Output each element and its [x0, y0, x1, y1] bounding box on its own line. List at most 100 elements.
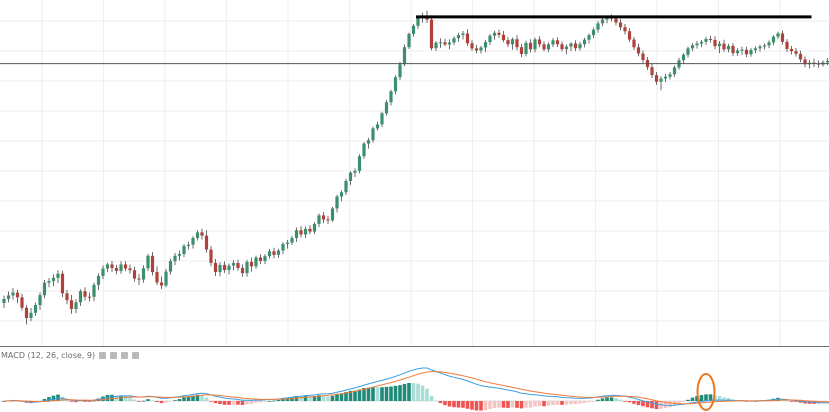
candle	[218, 262, 222, 277]
macd-histogram-bar	[375, 387, 380, 401]
candle	[438, 38, 443, 48]
macd-histogram-bar	[366, 387, 371, 401]
macd-histogram-bar	[213, 401, 218, 404]
macd-histogram-bar	[326, 396, 330, 401]
candle-body	[600, 19, 605, 24]
candle-body	[614, 18, 618, 23]
macd-histogram-bar	[483, 401, 488, 411]
candle	[303, 226, 308, 239]
candle	[362, 142, 366, 159]
macd-histogram-bar	[308, 396, 312, 401]
candle-body	[767, 42, 771, 46]
candle	[717, 40, 722, 54]
macd-histogram-bar	[263, 401, 267, 402]
candle	[483, 39, 488, 52]
candle	[713, 36, 717, 50]
candle-body	[717, 43, 722, 47]
candle	[330, 206, 335, 222]
macd-histogram-bar	[587, 401, 591, 403]
candle-body	[578, 44, 582, 49]
candle	[312, 222, 317, 235]
candle-body	[330, 208, 335, 221]
candle	[533, 37, 537, 53]
eye-icon[interactable]	[99, 351, 107, 359]
candle-body	[321, 215, 326, 220]
macd-histogram-bar	[614, 398, 618, 401]
candle	[285, 239, 290, 249]
candle-body	[690, 45, 695, 49]
candle-body	[632, 39, 636, 48]
candle	[366, 137, 371, 149]
candle	[519, 43, 524, 58]
candle	[546, 42, 551, 53]
macd-histogram-bar	[569, 401, 573, 405]
candle-body	[114, 267, 119, 271]
macd-histogram-bar	[456, 401, 461, 408]
candle-body	[20, 297, 24, 308]
macd-histogram-bar	[195, 394, 200, 401]
candle	[204, 230, 209, 253]
candle-body	[479, 47, 483, 51]
macd-histogram-bar	[87, 401, 92, 402]
candle	[812, 58, 816, 68]
candle-body	[537, 39, 542, 45]
macd-histogram-bar	[317, 395, 321, 401]
candle	[56, 270, 60, 284]
candle	[596, 20, 600, 33]
macd-histogram-bar	[488, 401, 492, 410]
candle	[15, 289, 20, 304]
candle	[497, 29, 501, 38]
macd-histogram-bar	[411, 383, 416, 401]
macd-histogram-bar	[515, 401, 519, 408]
candle-body	[416, 18, 420, 26]
macd-histogram-bar	[240, 401, 245, 405]
macd-histogram-bar	[578, 401, 582, 404]
close-icon[interactable]	[121, 351, 129, 359]
settings-icon[interactable]	[110, 351, 118, 359]
macd-histogram-bar	[42, 398, 47, 401]
macd-histogram-bar	[717, 395, 722, 401]
candle-body	[146, 255, 150, 269]
candle-body	[753, 48, 758, 51]
candle	[195, 230, 200, 241]
macd-histogram-bar	[209, 401, 213, 402]
candle	[110, 260, 114, 273]
macd-histogram-bar	[384, 386, 389, 401]
candle	[308, 225, 312, 235]
candle-body	[123, 264, 128, 269]
grid	[0, 0, 829, 346]
candle	[375, 121, 380, 131]
candle	[267, 249, 272, 259]
macd-histogram-bar	[632, 401, 636, 404]
candle	[515, 35, 519, 51]
candle	[348, 171, 353, 185]
candle-body	[236, 262, 240, 268]
candle-body	[641, 53, 645, 61]
macd-histogram-bar	[645, 401, 650, 408]
macd-histogram-bar	[560, 401, 564, 405]
candle	[159, 276, 164, 290]
candle	[128, 264, 132, 274]
candle	[771, 35, 776, 46]
candle-body	[686, 48, 690, 55]
candle-body	[74, 302, 78, 309]
macd-histogram-bar	[357, 389, 362, 401]
macd-histogram-bar	[794, 401, 798, 402]
candle	[29, 308, 33, 322]
candle-body	[222, 264, 227, 271]
macd-histogram-bar	[803, 401, 807, 404]
more-icon[interactable]	[132, 351, 140, 359]
highlight-ellipse	[696, 373, 716, 411]
macd-histogram-bar	[177, 399, 182, 401]
candle-body	[159, 282, 164, 286]
candle-body	[389, 91, 393, 103]
candle-body	[245, 261, 249, 274]
macd-histogram-bar	[321, 395, 326, 401]
candle-body	[384, 102, 389, 114]
candle-body	[254, 257, 258, 267]
candle	[510, 37, 515, 50]
candle	[479, 45, 483, 54]
candle-body	[528, 42, 533, 50]
candle	[744, 46, 749, 58]
